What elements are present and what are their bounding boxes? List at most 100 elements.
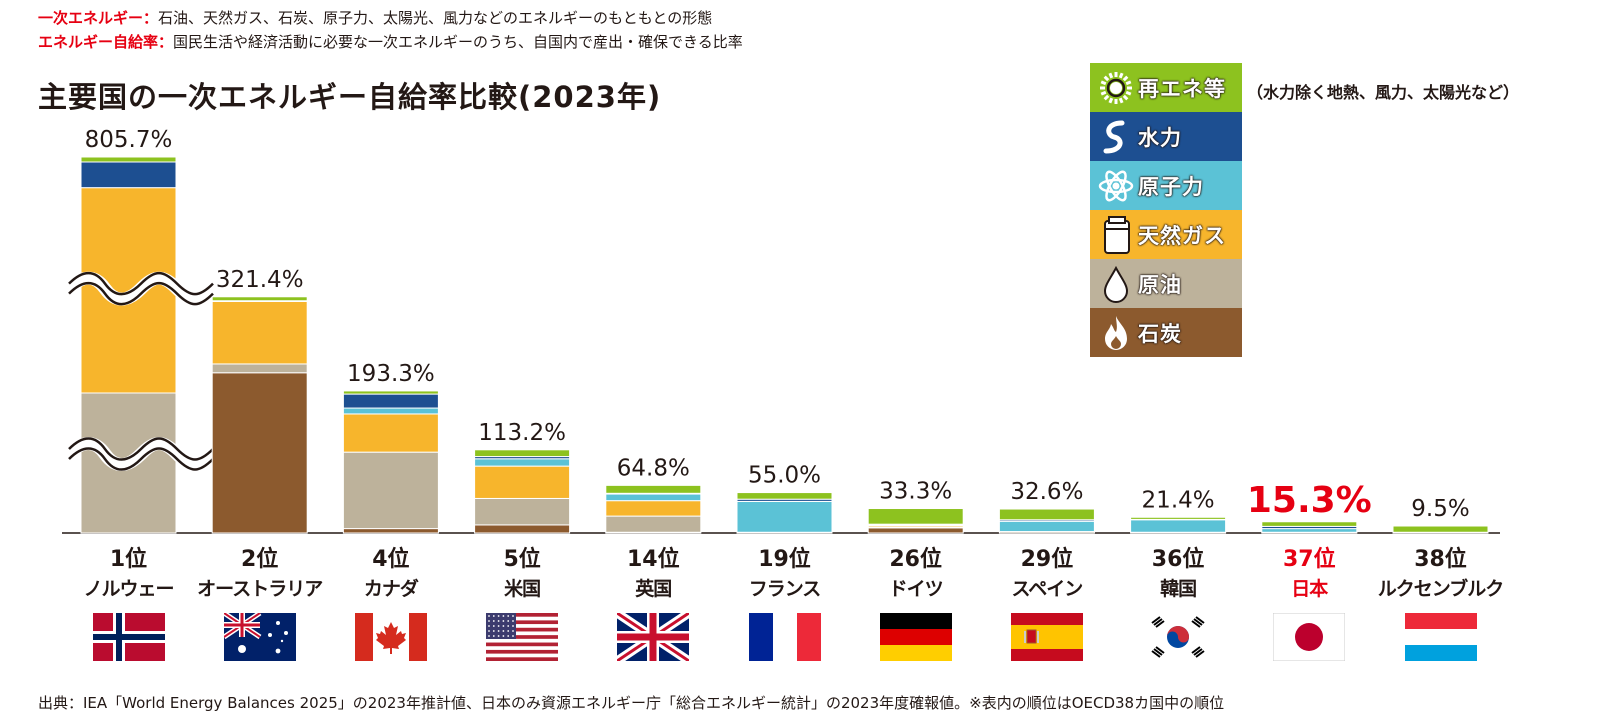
flag-uk-icon [614, 609, 692, 665]
rank-label: 4位 [372, 547, 410, 572]
country-column-luxembourg: 38位 ルクセンブルク [1376, 545, 1506, 661]
segment-nuclear [1261, 528, 1358, 533]
country-name: 英国 [635, 578, 672, 600]
value-label: 32.6% [1010, 479, 1083, 505]
flag-spain-icon [1010, 613, 1083, 661]
country-column-germany: 26位 ドイツ [851, 545, 981, 661]
bar-canada: 193.3% [342, 361, 439, 534]
country-column-france: 19位 フランス [720, 545, 850, 661]
segment-renewables [998, 508, 1095, 521]
flag-france-icon [748, 613, 821, 661]
segment-nuclear [474, 458, 571, 467]
sun-icon [1094, 68, 1138, 108]
flame-icon [1094, 313, 1138, 353]
bar-japan: 15.3% [1247, 480, 1372, 534]
rank-label: 19位 [758, 547, 811, 572]
segment-renewables [605, 484, 702, 494]
value-label: 55.0% [748, 463, 821, 489]
country-labels: 1位 ノルウェー 2位 オーストラリア 4位 カナダ 5位 米国 14位 英国 19位 フランス 26位… [0, 545, 1600, 685]
legend-item-coal: 石炭 [1090, 308, 1242, 357]
definition-text: 国民生活や経済活動に必要な一次エネルギーのうち、自国内で産出・確保できる比率 [173, 33, 743, 51]
rank-label: 26位 [889, 547, 942, 572]
rank-label: 5位 [503, 547, 541, 572]
value-label: 21.4% [1142, 487, 1215, 513]
flag-australia-icon [222, 610, 296, 661]
legend-label: 天然ガス [1138, 223, 1226, 248]
legend-label: 原子力 [1138, 174, 1204, 199]
segment-gas [80, 187, 177, 394]
segment-coal [867, 527, 964, 534]
segment-renewables [211, 296, 308, 302]
rank-label: 38位 [1414, 547, 1467, 572]
rank-label: 29位 [1020, 547, 1074, 572]
axis-break-line [68, 437, 214, 461]
flag-canada-icon [354, 613, 427, 661]
definition-self-sufficiency: エネルギー自給率：国民生活や経済活動に必要な一次エネルギーのうち、自国内で産出・… [38, 30, 743, 54]
country-column-canada: 4位カナダ [326, 545, 456, 661]
segment-nuclear [1130, 519, 1227, 533]
value-label: 64.8% [617, 455, 690, 481]
bar-norway: 805.7% [64, 127, 218, 534]
segment-coal [342, 528, 439, 534]
segment-gas [342, 413, 439, 453]
definition-primary-energy: 一次エネルギー：石油、天然ガス、石炭、原子力、太陽光、風力などのエネルギーのもと… [38, 6, 743, 30]
flag-usa-icon [486, 613, 559, 661]
segment-nuclear [342, 407, 439, 415]
country-column-japan: 37位 日本 [1244, 545, 1374, 662]
definition-text: 石油、天然ガス、石炭、原子力、太陽光、風力などのエネルギーのもともとの形態 [158, 9, 713, 27]
bar-luxembourg: 9.5% [1392, 496, 1489, 534]
bar-france: 55.0% [736, 463, 833, 534]
segment-hydro [342, 393, 439, 409]
country-name: ノルウェー [83, 578, 174, 600]
legend-label: 水力 [1138, 125, 1182, 150]
axis-break-line [68, 271, 214, 296]
segment-renewables [1392, 525, 1489, 533]
legend-item-hydro: 水力 [1090, 112, 1242, 161]
bar-usa: 113.2% [474, 420, 571, 534]
rank-label: 1位 [109, 547, 148, 572]
source-note: 出典：IEA「World Energy Balances 2025」の2023年… [38, 694, 1225, 712]
water-wave-icon [1094, 117, 1138, 157]
segment-renewables [474, 449, 571, 458]
axis-break-mark [64, 437, 218, 471]
bar-spain: 32.6% [998, 479, 1095, 534]
segment-gas [211, 300, 308, 365]
segment-renewables [1130, 516, 1227, 520]
value-label: 15.3% [1247, 480, 1372, 521]
atom-icon [1094, 166, 1138, 206]
chart-title: 主要国の一次エネルギー自給率比較(2023年) [38, 80, 662, 114]
segment-nuclear [736, 500, 833, 533]
country-column-korea: 36位 韓国 [1113, 545, 1243, 661]
country-column-uk: 14位 英国 [588, 545, 718, 665]
country-name: カナダ [363, 578, 419, 600]
segment-renewables [342, 390, 439, 395]
flag-norway-icon [92, 613, 165, 661]
segment-oil [474, 497, 571, 526]
segment-gas [605, 500, 702, 517]
segment-gas [474, 465, 571, 499]
value-label: 9.5% [1411, 496, 1469, 522]
country-name: 米国 [504, 578, 541, 600]
bar-germany: 33.3% [867, 479, 964, 534]
legend-note: （水力除く地熱、風力、太陽光など） [1247, 83, 1520, 102]
axis-break-line [68, 281, 214, 306]
flag-germany-icon [879, 613, 952, 661]
country-column-spain: 29位スペイン [982, 545, 1112, 661]
bar-uk: 64.8% [605, 455, 702, 534]
country-name: 日本 [1291, 578, 1328, 600]
flag-luxembourg-icon [1404, 613, 1477, 661]
segment-renewables [1261, 521, 1358, 527]
country-name: スペイン [1011, 578, 1084, 600]
legend-item-oil: 原油 [1090, 259, 1242, 308]
segment-oil [211, 363, 308, 374]
value-label: 193.3% [347, 361, 435, 387]
legend-item-renewables: 再エネ等 [1090, 63, 1242, 112]
rank-label: 36位 [1151, 547, 1205, 572]
segment-renewables [867, 508, 964, 525]
rank-label: 2位 [241, 547, 279, 572]
legend: 再エネ等水力原子力天然ガス原油 石炭 [1090, 63, 1242, 357]
value-label: 805.7% [85, 127, 173, 153]
bar-korea: 21.4% [1130, 487, 1227, 534]
legend-label: 再エネ等 [1138, 76, 1226, 101]
